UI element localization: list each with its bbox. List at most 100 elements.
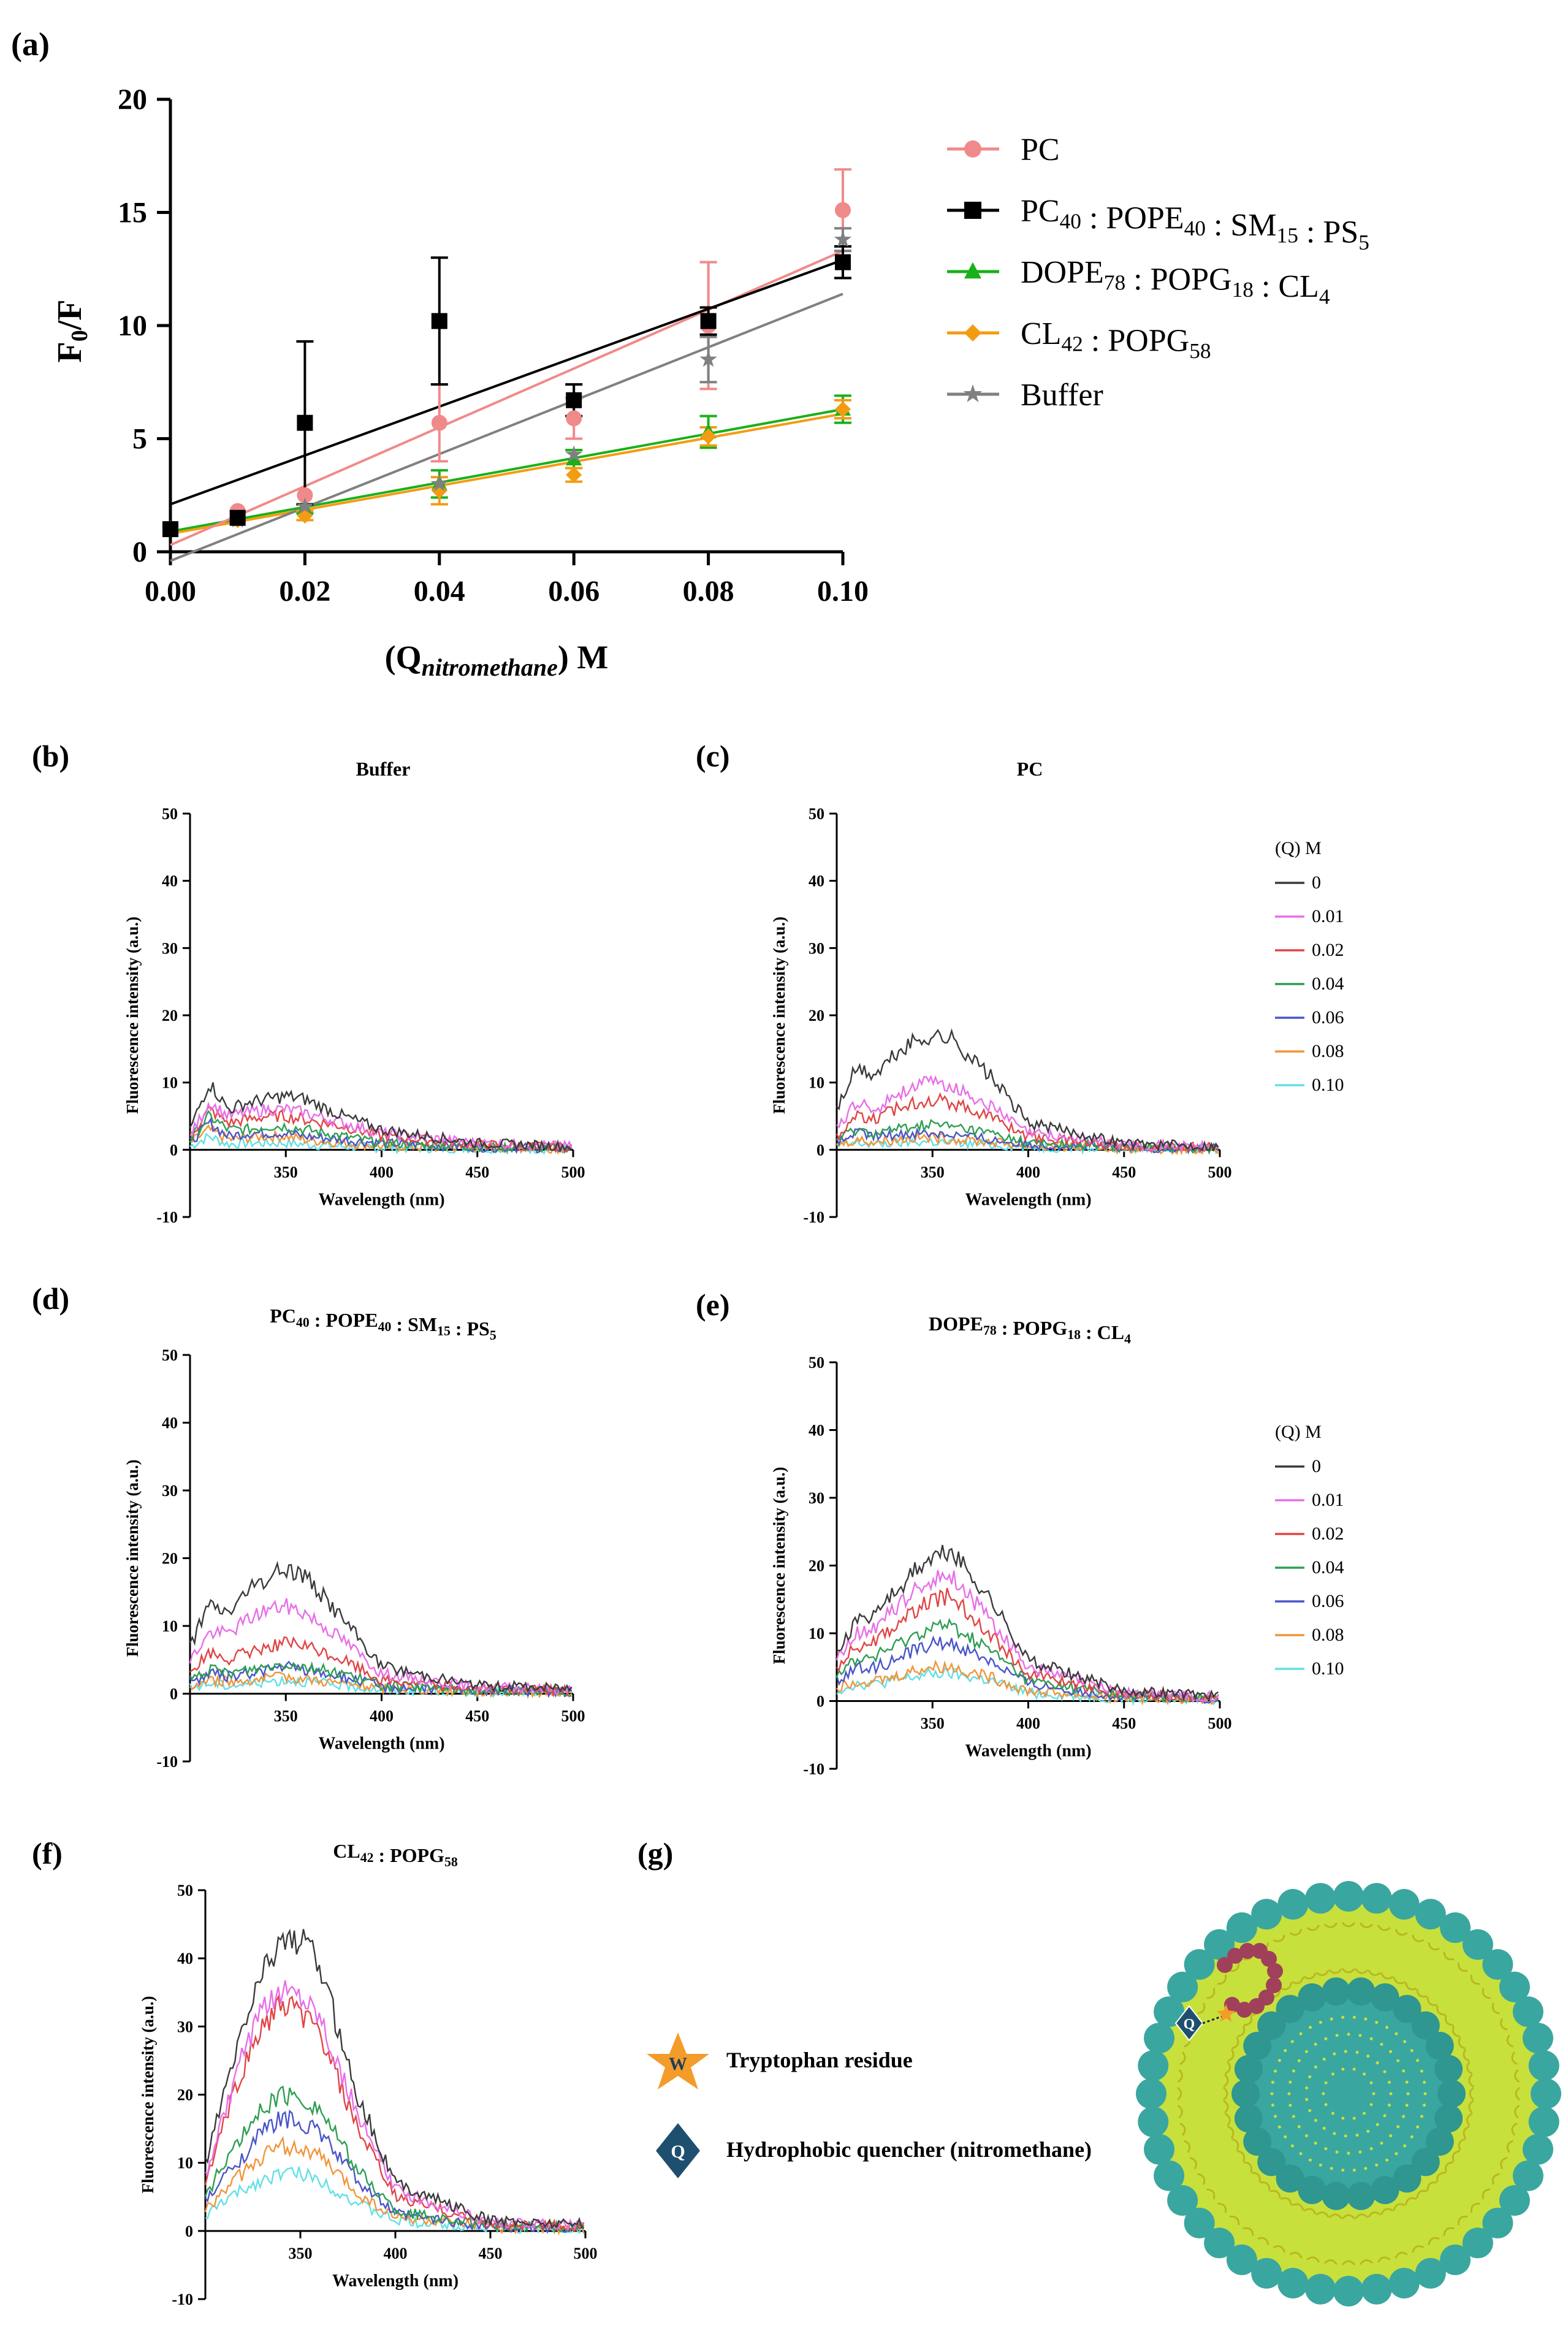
panel-label-g: (g) (637, 1836, 673, 1871)
data-point (162, 521, 178, 538)
inner-headgroup (1234, 2104, 1263, 2133)
outer-headgroup (1361, 1883, 1392, 1914)
inner-tail (1380, 2042, 1383, 2046)
inner-tail (1352, 2169, 1356, 2172)
lipid-tail (1377, 1925, 1391, 1931)
quencher-legend-top: (Q) M 0 0.01 0.02 0.04 0.06 0.08 0.10 (1275, 838, 1344, 1095)
spectrum-x-tick-label: 500 (561, 1163, 585, 1181)
inner-tail (1297, 2059, 1301, 2062)
fit-line (170, 250, 843, 546)
inner-tail (1277, 2125, 1281, 2129)
spectrum-x-label: Wavelength (nm) (965, 1742, 1091, 1761)
lipid-tail (1306, 2256, 1320, 2263)
chart-a-x-label: (Qnitromethane) M (385, 639, 609, 681)
outer-headgroup (1528, 2106, 1559, 2137)
inner-headgroup (1298, 1983, 1326, 2012)
spectrum-x-tick-label: 350 (921, 1715, 945, 1733)
spectrum-y-tick-label: -10 (156, 1753, 178, 1771)
outer-headgroup (1138, 2106, 1169, 2137)
inner-tail (1347, 2032, 1350, 2036)
chart-a-fit-lines (170, 250, 843, 562)
inner-tail (1274, 2069, 1277, 2073)
inner-tail (1287, 2092, 1291, 2096)
spectrum-y-tick-label: 0 (816, 1141, 824, 1159)
quencher-legend-label: 0.01 (1312, 1490, 1344, 1510)
outer-headgroup (1528, 2050, 1559, 2081)
lipid-tail (1229, 2215, 1240, 2226)
inner-tail (1330, 2167, 1333, 2170)
spectrum-y-tick-label: 40 (809, 872, 824, 890)
spectrum-x-tick-label: 450 (479, 2245, 503, 2262)
spectrum-line (836, 1587, 1219, 1703)
inner-tail (1423, 2104, 1426, 2107)
data-point (700, 313, 717, 329)
lipid-tail (1257, 2237, 1269, 2245)
lipid-tail (1458, 2138, 1466, 2151)
inner-tail (1322, 2092, 1325, 2096)
lipid-tail (1273, 1934, 1286, 1942)
lipid-tail (1452, 2150, 1460, 2162)
outer-headgroup (1499, 1971, 1530, 2002)
lipid-tail (1444, 2161, 1454, 2173)
spectrum-line (836, 1544, 1219, 1701)
inner-tail (1290, 2144, 1294, 2148)
fit-line (170, 259, 843, 506)
inner-tail (1297, 2125, 1301, 2129)
lipid-tail (1328, 2213, 1342, 2219)
spectrum-y-tick-label: 20 (809, 1557, 824, 1575)
inner-tail (1420, 2115, 1423, 2118)
chart-a-axes: 0 5 10 15 20 0.00 0.02 0.04 0.06 0.08 0.10 (118, 83, 869, 608)
outer-headgroup (1154, 2160, 1185, 2191)
spectrum-y-tick-label: 30 (809, 1489, 824, 1507)
chart-a-x-tick-label: 0.06 (548, 575, 599, 608)
spectrum-title: PC40 : POPE40 : SM15 : PS5 (270, 1305, 497, 1343)
panel-label-a: (a) (11, 26, 50, 63)
inner-tail (1352, 2015, 1356, 2019)
lipid-tail (1469, 2086, 1475, 2101)
inner-tail (1406, 2092, 1410, 2096)
spectrum-y-tick-label: 10 (162, 1074, 178, 1092)
inner-tail (1333, 2132, 1336, 2135)
inner-tail (1416, 2059, 1420, 2062)
inner-tail (1314, 2119, 1317, 2123)
inner-headgroup (1234, 2054, 1263, 2083)
lipid-tail (1368, 1969, 1382, 1976)
data-point (964, 140, 981, 158)
inner-tail (1375, 2163, 1379, 2167)
lipid-tail (1395, 1928, 1408, 1936)
inner-tail (1324, 2037, 1328, 2040)
outer-headgroup (1184, 1949, 1215, 1980)
outer-headgroup (1251, 1899, 1282, 1930)
inner-tail (1383, 2070, 1387, 2073)
outer-headgroup (1277, 1889, 1309, 1920)
outer-headgroup (1305, 1883, 1336, 1914)
inner-tail (1288, 2080, 1292, 2084)
data-point (431, 414, 447, 431)
lipid-tail (1395, 2251, 1408, 2259)
lipid-tail (1428, 1942, 1440, 1951)
spectrum-panel: 50 40 30 20 10 0 -10 350 400 450 500 Wavelength (nm… (770, 758, 1232, 1226)
spectrum-line (835, 1635, 1219, 1704)
inner-tail (1358, 2034, 1362, 2037)
outer-headgroup (1305, 2273, 1336, 2305)
spectrum-y-tick-label: 20 (162, 1550, 178, 1568)
lipid-tail (1341, 1967, 1356, 1974)
lipid-tail (1436, 2172, 1446, 2183)
outer-headgroup (1531, 2078, 1561, 2109)
inner-tail (1292, 2069, 1295, 2073)
spectrum-x-tick-label: 350 (921, 1163, 945, 1181)
spectrum-y-tick-label: 0 (170, 1141, 178, 1159)
spectrum-line (204, 1928, 585, 2230)
inner-tail (1385, 2026, 1388, 2029)
svg-text:Q: Q (671, 2142, 685, 2162)
inner-tail (1324, 2103, 1328, 2107)
fit-line (170, 412, 843, 535)
outer-headgroup (1482, 1949, 1513, 1980)
spectrum-x-label: Wavelength (nm) (332, 2272, 459, 2291)
lipid-tail (1444, 2015, 1454, 2026)
lipid-tail (1217, 2202, 1227, 2213)
outer-headgroup (1440, 2244, 1471, 2275)
inner-tail (1324, 2081, 1328, 2085)
lipid-tail (1500, 2156, 1508, 2170)
